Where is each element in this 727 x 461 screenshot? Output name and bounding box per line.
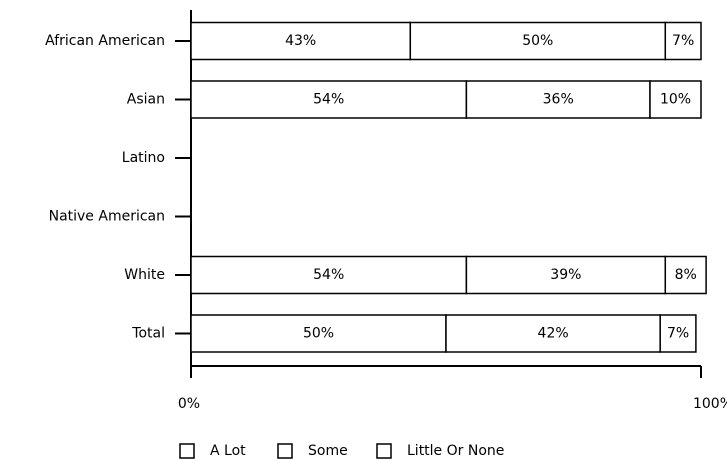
x-tick-label: 0%: [178, 396, 200, 412]
data-label-african-american-a-lot: 43%: [285, 33, 316, 49]
data-label-total-some: 42%: [538, 326, 569, 342]
bar-african-american-a-lot[interactable]: [190, 21, 412, 61]
category-label-asian: Asian: [127, 92, 165, 108]
legend-swatch-a-lot: [179, 443, 195, 459]
bar-african-american-little-or-none[interactable]: [664, 21, 702, 61]
bar-white-a-lot[interactable]: [190, 255, 468, 295]
data-label-asian-a-lot: 54%: [313, 92, 344, 108]
data-label-asian-little-or-none: 10%: [660, 92, 691, 108]
category-label-latino: Latino: [122, 150, 165, 166]
category-label-native-american: Native American: [49, 209, 165, 225]
legend-swatch-some: [277, 443, 293, 459]
data-label-white-little-or-none: 8%: [675, 267, 697, 283]
legend-swatch-little-or-none: [376, 443, 392, 459]
bar-total-some[interactable]: [445, 314, 661, 353]
legend-label-a-lot: A Lot: [210, 443, 246, 459]
bar-asian-some[interactable]: [465, 80, 651, 119]
data-label-african-american-little-or-none: 7%: [672, 33, 694, 49]
data-label-african-american-some: 50%: [522, 33, 553, 49]
legend-label-little-or-none: Little Or None: [407, 443, 504, 459]
bar-african-american-some[interactable]: [409, 21, 667, 61]
bar-total-little-or-none[interactable]: [659, 314, 697, 353]
bar-white-little-or-none[interactable]: [664, 255, 707, 295]
category-label-total: Total: [131, 326, 165, 342]
category-label-african-american: African American: [45, 33, 165, 49]
data-label-asian-some: 36%: [543, 92, 574, 108]
bar-white-some[interactable]: [465, 255, 667, 295]
data-label-total-little-or-none: 7%: [667, 326, 689, 342]
bar-asian-a-lot[interactable]: [190, 80, 468, 119]
data-label-white-a-lot: 54%: [313, 267, 344, 283]
bar-asian-little-or-none[interactable]: [649, 80, 702, 119]
legend-label-some: Some: [308, 443, 348, 459]
data-label-white-some: 39%: [550, 267, 581, 283]
x-tick-label: 100%: [693, 396, 727, 412]
bar-total-a-lot[interactable]: [190, 314, 447, 353]
data-label-total-a-lot: 50%: [303, 326, 334, 342]
category-label-white: White: [124, 267, 165, 283]
